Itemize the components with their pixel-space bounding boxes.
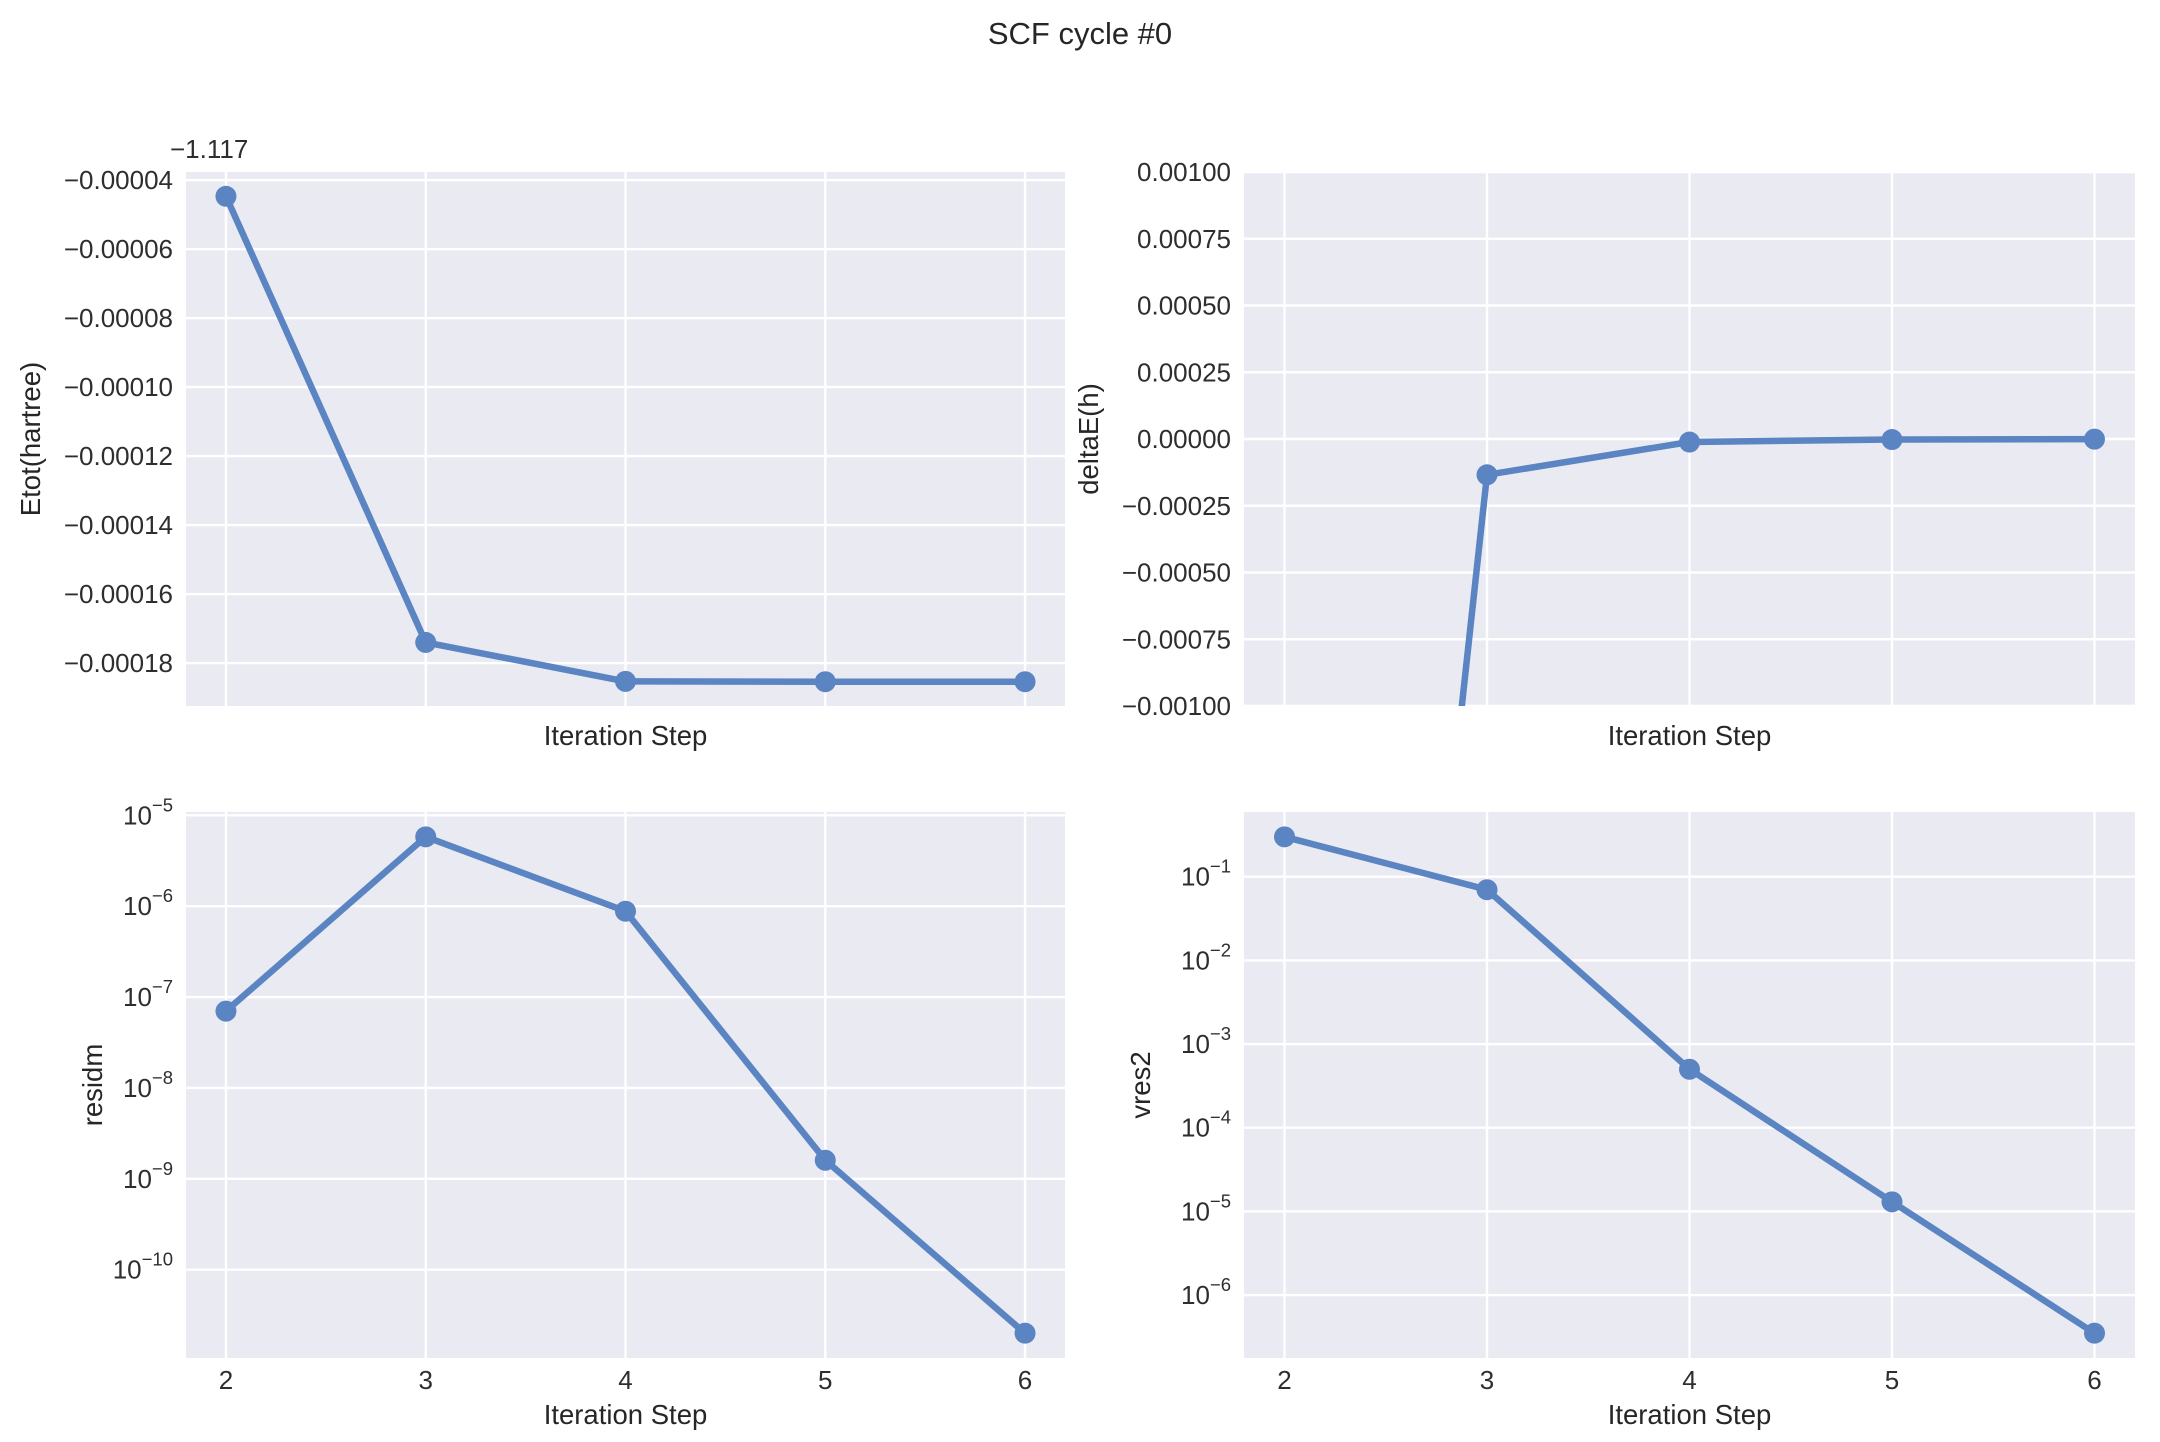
subplot-deltaE: 0.00100 0.00075 0.00050 0.00025 0.00000 −0.00… — [1073, 157, 2135, 751]
y-tick-label: 10−10 — [113, 1249, 173, 1285]
y-tick-label: −0.00014 — [64, 510, 173, 540]
residm-point — [615, 900, 636, 922]
residm-point — [814, 1149, 836, 1171]
data-series — [215, 826, 1036, 1344]
y-tick-label: 10−9 — [123, 1158, 173, 1194]
residm-point — [215, 1000, 237, 1022]
subplot-vres2: 10−1 10−2 10−3 10−4 10−5 10−6 2 3 4 5 6 Iteration S… — [1125, 812, 2135, 1430]
vres2-point — [1679, 1058, 1700, 1080]
y-tick-label: −0.00016 — [64, 579, 173, 609]
y-tick-label: 0.00100 — [1137, 157, 1231, 187]
x-axis-label-etot: Iteration Step — [544, 720, 708, 751]
etot-point — [415, 631, 437, 653]
etot-point — [615, 670, 636, 692]
y-tick-label: −0.00075 — [1122, 624, 1231, 654]
y-tick-label: 10−6 — [1181, 1274, 1231, 1310]
residm-point — [415, 826, 437, 848]
y-tick-label: 10−7 — [123, 976, 173, 1012]
vres2-point — [2084, 1322, 2105, 1344]
residm-point — [1014, 1322, 1036, 1344]
x-tick-label: 6 — [2087, 1365, 2101, 1395]
x-tick-label: 5 — [818, 1365, 832, 1395]
x-tick-label: 2 — [1277, 1365, 1291, 1395]
vres2-point — [1274, 826, 1295, 848]
deltaE-point — [1679, 431, 1700, 453]
y-axis-offset-text: −1.117 — [170, 134, 248, 164]
y-axis-label-etot: Etot(hartree) — [15, 362, 46, 516]
y-tick-label: 10−5 — [123, 794, 173, 830]
y-axis-label-deltaE: deltaE(h) — [1073, 383, 1104, 495]
deltaE-point — [1476, 464, 1498, 486]
y-tick-label: −0.00006 — [64, 234, 173, 264]
etot-point — [215, 185, 237, 207]
x-axis-label-vres2: Iteration Step — [1608, 1399, 1772, 1430]
data-series — [1274, 826, 2105, 1344]
y-tick-label: 0.00000 — [1137, 424, 1231, 454]
x-tick-label: 4 — [618, 1365, 632, 1395]
subplot-residm: 10−5 10−6 10−7 10−8 10−9 10−10 2 3 4 5 6 Iteration … — [77, 794, 1065, 1430]
y-tick-label: 10−8 — [123, 1067, 173, 1103]
deltaE-point — [2084, 428, 2105, 450]
y-tick-label: −0.00010 — [64, 372, 173, 402]
y-axis-label-residm: residm — [77, 1044, 108, 1127]
etot-point — [814, 671, 836, 693]
data-series — [215, 185, 1036, 693]
x-tick-label: 2 — [219, 1365, 233, 1395]
y-axis-label-vres2: vres2 — [1125, 1051, 1156, 1118]
vres2-point — [1881, 1191, 1903, 1213]
y-tick-label: −0.00100 — [1122, 691, 1231, 721]
y-tick-label: 10−5 — [1181, 1190, 1231, 1226]
y-tick-label: 10−6 — [123, 885, 173, 921]
x-tick-label: 6 — [1018, 1365, 1032, 1395]
y-tick-label: 0.00050 — [1137, 291, 1231, 321]
y-tick-label: 10−3 — [1181, 1023, 1231, 1059]
x-axis-label-residm: Iteration Step — [544, 1399, 708, 1430]
deltaE-point — [1881, 429, 1903, 451]
figure-title: SCF cycle #0 — [987, 16, 1173, 51]
subplot-etot: −0.00004 −0.00006 −0.00008 −0.00010 −0.00012… — [15, 134, 1065, 751]
y-tick-label: −0.00018 — [64, 648, 173, 678]
y-tick-label: 10−2 — [1181, 939, 1231, 975]
y-tick-label: −0.00025 — [1122, 491, 1231, 521]
y-tick-label: 10−4 — [1181, 1107, 1231, 1143]
vres2-point — [1476, 879, 1498, 901]
x-tick-label: 3 — [418, 1365, 432, 1395]
etot-point — [1014, 671, 1036, 693]
y-tick-label: −0.00012 — [64, 441, 173, 471]
x-tick-label: 5 — [1885, 1365, 1899, 1395]
y-tick-label: −0.00050 — [1122, 558, 1231, 588]
data-series — [1458, 428, 2105, 706]
y-tick-label: −0.00008 — [64, 303, 173, 333]
y-tick-label: 10−1 — [1181, 856, 1231, 892]
y-tick-label: 0.00025 — [1137, 357, 1231, 387]
x-tick-label: 4 — [1682, 1365, 1696, 1395]
x-axis-label-deltaE: Iteration Step — [1608, 720, 1772, 751]
x-tick-label: 3 — [1480, 1365, 1494, 1395]
y-tick-label: −0.00004 — [64, 165, 173, 195]
y-tick-label: 0.00075 — [1137, 224, 1231, 254]
